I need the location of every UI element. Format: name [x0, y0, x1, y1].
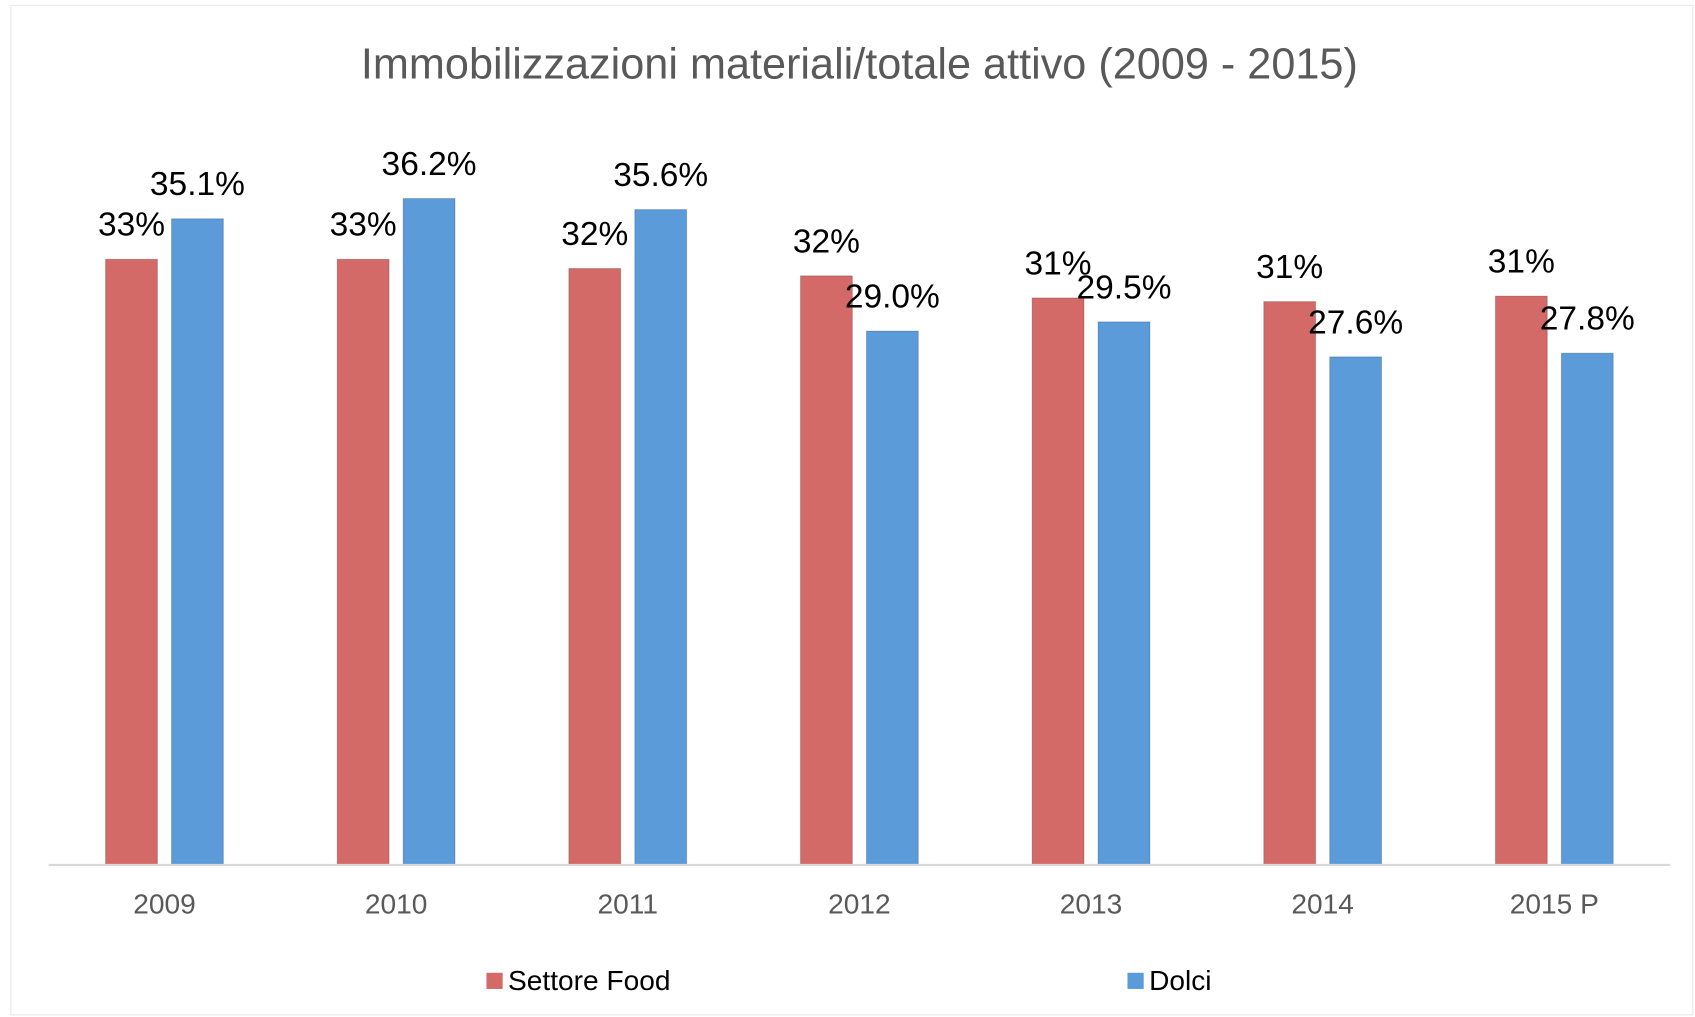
bar — [1263, 301, 1317, 866]
x-tick-label: 2014 — [1291, 888, 1354, 919]
bar — [170, 218, 224, 866]
data-label: 35.1% — [150, 166, 245, 203]
data-label: 31% — [1488, 244, 1555, 281]
x-tick-label: 2015 P — [1510, 888, 1599, 919]
data-label: 31% — [1256, 249, 1323, 286]
bar — [336, 258, 390, 866]
bar — [105, 258, 158, 866]
data-label: 31% — [1025, 245, 1092, 282]
data-label: 27.8% — [1540, 301, 1635, 338]
data-label: 33% — [330, 207, 397, 244]
data-label: 29.0% — [845, 279, 940, 316]
bar — [402, 197, 456, 866]
x-tick-label: 2011 — [598, 888, 658, 919]
legend-swatch — [486, 972, 503, 989]
bar — [1494, 295, 1548, 866]
bar — [799, 275, 853, 866]
legend-label: Settore Food — [508, 965, 670, 996]
bar — [634, 209, 688, 866]
x-tick-label: 2013 — [1060, 888, 1123, 919]
data-label: 29.5% — [1076, 269, 1171, 306]
x-tick-label: 2010 — [365, 888, 428, 919]
x-tick-label: 2009 — [133, 888, 196, 919]
chart-title: Immobilizzazioni materiali/totale attivo… — [361, 40, 1358, 88]
data-label: 32% — [561, 216, 628, 253]
bar — [1329, 356, 1383, 866]
data-label: 36.2% — [382, 146, 477, 183]
data-label: 35.6% — [613, 157, 708, 194]
data-label: 27.6% — [1308, 304, 1403, 341]
data-label: 33% — [98, 207, 165, 244]
legend-swatch — [1127, 972, 1144, 989]
legend-label: Dolci — [1149, 965, 1211, 996]
bar — [568, 267, 622, 866]
bar — [1560, 352, 1614, 866]
x-tick-label: 2012 — [828, 888, 891, 919]
data-label: 32% — [793, 223, 860, 260]
bar — [865, 330, 919, 866]
bar — [1031, 297, 1085, 866]
bar — [1097, 321, 1151, 866]
